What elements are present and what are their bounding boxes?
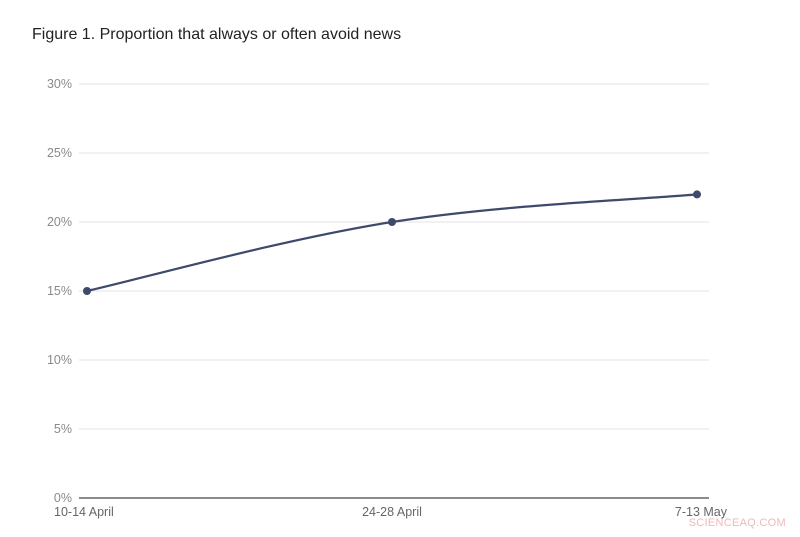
y-tick-label: 15%	[47, 284, 72, 298]
watermark: SCIENCEAQ.COM	[688, 517, 786, 529]
data-point[interactable]	[83, 287, 91, 295]
data-point[interactable]	[693, 190, 701, 199]
y-tick-label: 20%	[47, 215, 72, 229]
y-tick-label: 0%	[54, 491, 72, 505]
y-tick-label: 5%	[54, 422, 72, 436]
x-tick-label: 7-13 May	[675, 505, 728, 519]
y-tick-label: 10%	[47, 353, 72, 367]
data-point[interactable]	[388, 218, 396, 226]
x-tick-label: 24-28 April	[362, 505, 422, 519]
x-tick-label: 10-14 April	[54, 505, 114, 519]
chart-title: Figure 1. Proportion that always or ofte…	[32, 26, 402, 43]
y-tick-label: 30%	[47, 77, 72, 91]
series-line	[86, 193, 698, 293]
y-tick-label: 25%	[47, 146, 72, 160]
